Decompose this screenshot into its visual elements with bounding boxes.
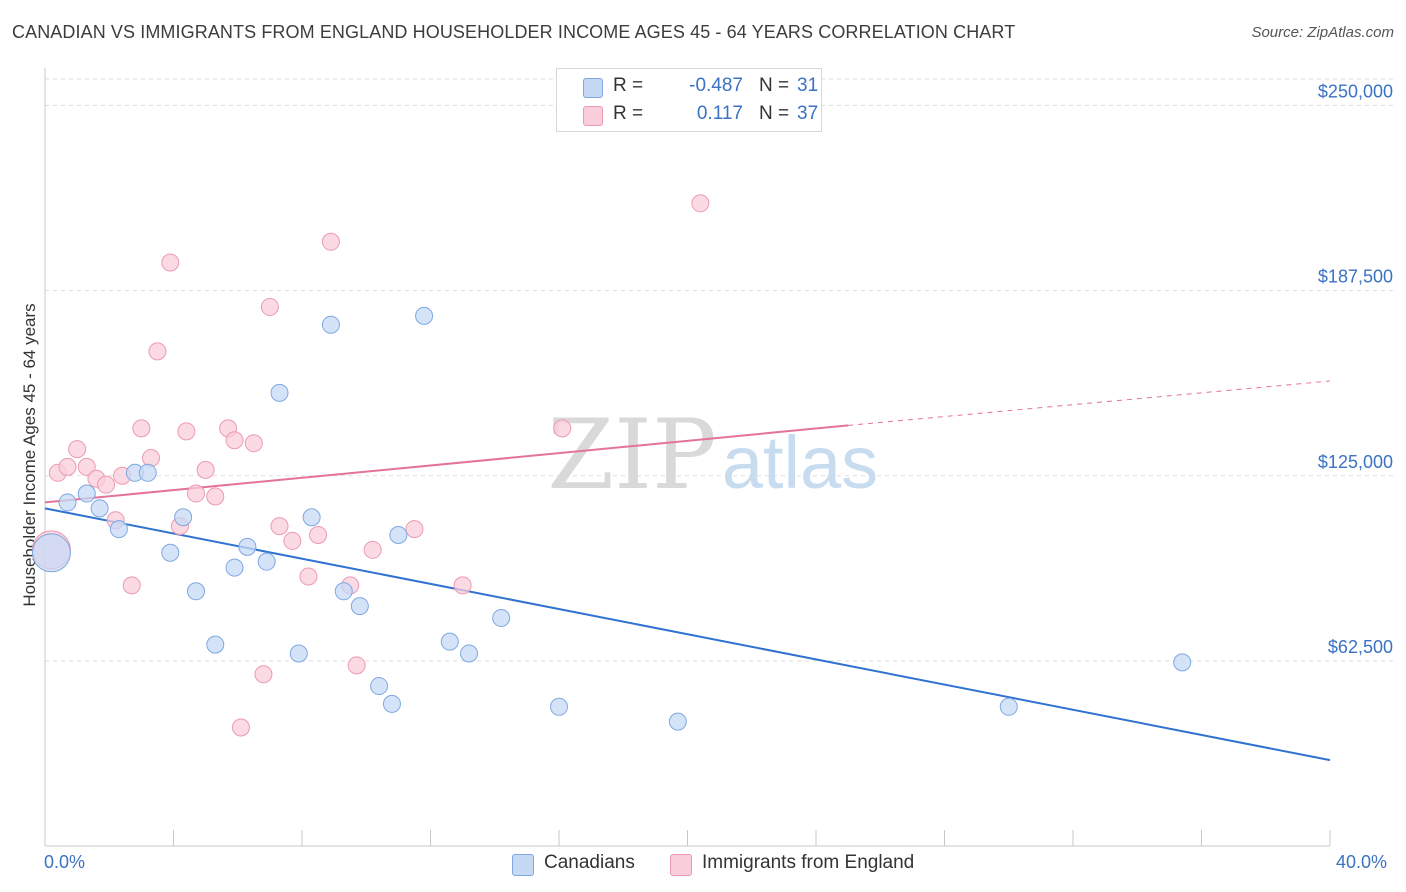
- point-england: [196, 460, 215, 479]
- point-england: [177, 422, 196, 441]
- point-canadians: [206, 635, 225, 654]
- point-england: [58, 457, 77, 476]
- point-england: [68, 440, 87, 459]
- point-england: [691, 194, 710, 213]
- legend-swatch-pink: [583, 106, 603, 126]
- point-england: [270, 517, 289, 536]
- series-legend: Canadians Immigrants from England: [0, 852, 1406, 876]
- point-england: [347, 656, 366, 675]
- point-england: [142, 449, 161, 467]
- trend-lines: [44, 380, 1331, 762]
- point-england: [309, 526, 328, 545]
- watermark: ZIP atlas: [547, 399, 878, 511]
- point-canadians: [415, 306, 434, 325]
- point-canadians: [257, 552, 276, 571]
- x-tick-label-min: 0.0%: [44, 852, 86, 872]
- r-label: R =: [613, 75, 644, 96]
- point-england: [206, 487, 225, 506]
- chart-title: CANADIAN VS IMMIGRANTS FROM ENGLAND HOUS…: [12, 22, 1016, 42]
- point-england: [122, 576, 141, 595]
- point-canadians: [382, 694, 401, 713]
- point-canadians: [161, 543, 180, 562]
- point-canadians: [186, 582, 205, 601]
- r-value: 0.117: [696, 103, 743, 124]
- point-england: [260, 297, 279, 316]
- y-tick-label: $187,500: [1318, 267, 1393, 287]
- point-canadians: [138, 463, 157, 482]
- watermark-atlas: atlas: [722, 421, 878, 504]
- y-tick-label: $125,000: [1318, 452, 1393, 472]
- point-england: [363, 540, 382, 559]
- point-england: [186, 484, 205, 503]
- legend-swatch-blue: [583, 78, 603, 98]
- point-england: [244, 434, 263, 453]
- watermark-zip: ZIP: [547, 399, 716, 511]
- point-england: [321, 232, 340, 251]
- point-england: [254, 665, 273, 684]
- point-england: [148, 342, 167, 361]
- point-canadians: [90, 499, 109, 518]
- point-canadians: [668, 712, 687, 731]
- x-tick-label-max: 40.0%: [1336, 852, 1388, 872]
- point-england: [553, 419, 572, 438]
- point-canadians: [31, 533, 71, 573]
- legend-swatch-blue: [512, 854, 534, 876]
- point-england: [231, 718, 250, 737]
- n-label: N =: [759, 75, 790, 96]
- point-canadians: [58, 493, 77, 512]
- r-value: -0.487: [689, 75, 743, 96]
- point-canadians: [460, 644, 479, 663]
- point-england: [299, 567, 318, 586]
- point-england: [132, 419, 151, 438]
- trend-line-england: [44, 424, 849, 504]
- n-value: 31: [797, 75, 819, 96]
- correlation-legend: R = -0.487 N = 31 R = 0.117 N = 37: [556, 68, 822, 132]
- point-england: [405, 520, 424, 539]
- y-tick-labels: $62,500 $125,000 $187,500 $250,000: [1318, 82, 1393, 657]
- y-tick-label: $250,000: [1318, 82, 1393, 102]
- point-canadians: [1173, 653, 1192, 672]
- trend-line-canadians: [44, 507, 1331, 762]
- n-value: 37: [797, 103, 819, 124]
- trend-line-england-extension: [848, 380, 1331, 426]
- point-england: [225, 431, 244, 450]
- data-points: [31, 194, 1192, 737]
- source-credit: Source: ZipAtlas.com: [1251, 24, 1394, 41]
- point-canadians: [289, 644, 308, 663]
- point-canadians: [550, 697, 568, 716]
- point-canadians: [350, 597, 369, 616]
- y-tick-label: $62,500: [1328, 637, 1393, 657]
- point-canadians: [492, 608, 511, 627]
- n-label: N =: [759, 103, 790, 124]
- point-canadians: [238, 537, 257, 556]
- point-canadians: [302, 508, 321, 527]
- point-england: [453, 576, 472, 595]
- point-england: [283, 531, 302, 550]
- gridlines: [45, 78, 1394, 662]
- point-canadians: [174, 508, 193, 527]
- legend-label: Canadians: [544, 852, 635, 873]
- point-canadians: [999, 697, 1018, 716]
- axes: [44, 68, 1331, 847]
- point-canadians: [440, 632, 459, 651]
- legend-label: Immigrants from England: [702, 852, 915, 873]
- legend-swatch-pink: [670, 854, 692, 876]
- point-canadians: [389, 526, 408, 545]
- point-canadians: [109, 520, 128, 539]
- point-canadians: [370, 677, 389, 696]
- point-england: [97, 475, 116, 494]
- point-canadians: [77, 484, 96, 503]
- point-canadians: [321, 315, 340, 334]
- point-canadians: [270, 383, 289, 402]
- r-label: R =: [613, 103, 644, 124]
- point-canadians: [334, 582, 353, 601]
- point-canadians: [225, 558, 244, 577]
- point-england: [161, 253, 180, 272]
- point-england: [77, 457, 96, 476]
